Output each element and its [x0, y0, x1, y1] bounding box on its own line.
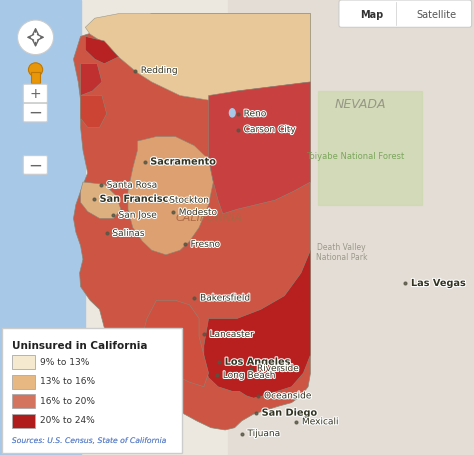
Ellipse shape: [229, 109, 235, 117]
Text: Oceanside: Oceanside: [264, 391, 311, 400]
Text: 20% to 24%: 20% to 24%: [40, 416, 95, 425]
Polygon shape: [204, 250, 310, 398]
Polygon shape: [128, 136, 213, 255]
Text: −: −: [28, 104, 43, 122]
Polygon shape: [85, 14, 310, 100]
Text: 9% to 13%: 9% to 13%: [40, 358, 90, 367]
Text: Map: Map: [360, 10, 384, 20]
Text: +: +: [30, 87, 41, 101]
Text: Mexicali: Mexicali: [302, 417, 339, 426]
Text: San Francisco: San Francisco: [100, 194, 175, 204]
Bar: [12, 355, 35, 369]
FancyBboxPatch shape: [23, 103, 47, 122]
Text: Death Valley
National Park: Death Valley National Park: [316, 243, 367, 262]
Text: Long Beach: Long Beach: [223, 371, 275, 380]
Polygon shape: [81, 96, 107, 127]
Bar: [0, 0, 81, 455]
Bar: [228, 0, 474, 455]
Polygon shape: [209, 82, 310, 214]
Bar: [12, 414, 35, 428]
Polygon shape: [85, 36, 118, 64]
Text: Salinas: Salinas: [112, 229, 145, 238]
Text: Santa Rosa: Santa Rosa: [107, 181, 157, 190]
Text: Redding: Redding: [141, 66, 178, 75]
Text: −: −: [28, 156, 43, 174]
Text: Sources: U.S. Census, State of California: Sources: U.S. Census, State of Californi…: [12, 436, 166, 445]
Text: 13% to 16%: 13% to 16%: [40, 377, 95, 386]
Text: Bakersfield: Bakersfield: [200, 293, 250, 303]
FancyBboxPatch shape: [23, 156, 47, 174]
Text: Los Angeles: Los Angeles: [225, 357, 291, 367]
Text: Stockton: Stockton: [169, 196, 209, 205]
Text: San Jose: San Jose: [118, 211, 157, 220]
Bar: [31, 72, 40, 83]
Text: Riverside: Riverside: [257, 364, 299, 373]
Bar: [12, 394, 35, 408]
Bar: [318, 91, 422, 205]
Text: Tijuana: Tijuana: [247, 429, 280, 438]
FancyBboxPatch shape: [2, 328, 182, 453]
FancyBboxPatch shape: [23, 84, 47, 103]
Bar: [66, 68, 85, 387]
Text: Sacramento: Sacramento: [150, 157, 216, 167]
FancyBboxPatch shape: [339, 0, 472, 27]
Polygon shape: [73, 14, 310, 430]
Text: Las Vegas: Las Vegas: [411, 278, 466, 288]
Text: Modesto: Modesto: [179, 208, 217, 217]
Bar: [12, 375, 35, 389]
Text: Reno: Reno: [244, 109, 266, 118]
Polygon shape: [81, 64, 102, 96]
Polygon shape: [140, 300, 209, 387]
Text: San Diego: San Diego: [262, 408, 318, 418]
Text: Satellite: Satellite: [416, 10, 456, 20]
Text: Toiyabe National Forest: Toiyabe National Forest: [306, 152, 405, 162]
Circle shape: [18, 20, 54, 55]
Text: 16% to 20%: 16% to 20%: [40, 397, 95, 406]
Text: Carson City: Carson City: [244, 125, 296, 134]
Text: NEVADA: NEVADA: [335, 98, 386, 111]
Text: Lancaster: Lancaster: [210, 330, 254, 339]
Text: Uninsured in California: Uninsured in California: [12, 341, 147, 351]
Text: Fresno: Fresno: [191, 240, 220, 249]
Polygon shape: [81, 182, 121, 218]
Text: CALIFORNIA: CALIFORNIA: [175, 213, 242, 223]
Circle shape: [28, 63, 43, 76]
